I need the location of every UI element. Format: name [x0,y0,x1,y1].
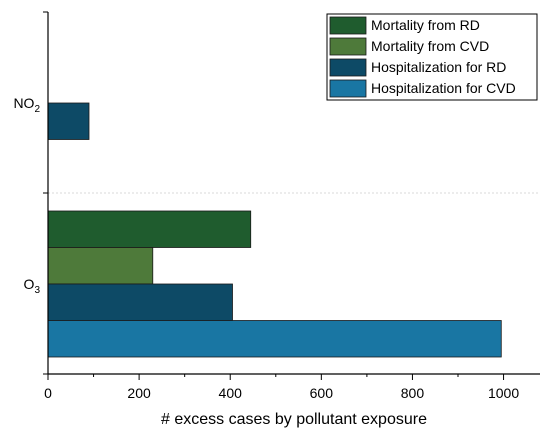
legend-label: Hospitalization for RD [371,59,506,75]
x-tick-label: 400 [219,385,243,401]
x-tick-label: 0 [44,385,52,401]
bar-O₃-2 [47,247,154,285]
x-axis-label: # excess cases by pollutant exposure [161,411,427,428]
bar-O₃-4 [47,320,502,358]
x-tick-label: 600 [310,385,334,401]
legend-swatch [329,58,367,77]
bar-O₃-1 [47,210,252,248]
axes-group: 0 200 400 600 800 1000 [43,11,540,401]
bar-O₃-3 [47,283,233,321]
legend-label: Mortality from CVD [371,38,489,54]
bar-NO₂-3 [47,102,90,140]
legend-swatch [329,37,367,56]
legend-swatch [329,79,367,98]
category-label: NO2 [13,95,40,115]
x-tick-label: 200 [127,385,151,401]
legend-swatch [329,16,367,35]
legend-label: Hospitalization for CVD [371,80,516,96]
category-label: O3 [24,276,41,296]
bars-group [47,102,502,358]
category-labels: NO2 O3 [13,95,40,296]
legend: Mortality from RD Mortality from CVD Hospi… [326,13,538,101]
x-tick-label: 1000 [488,385,519,401]
x-tick-label: 800 [401,385,425,401]
legend-label: Mortality from RD [371,17,480,33]
